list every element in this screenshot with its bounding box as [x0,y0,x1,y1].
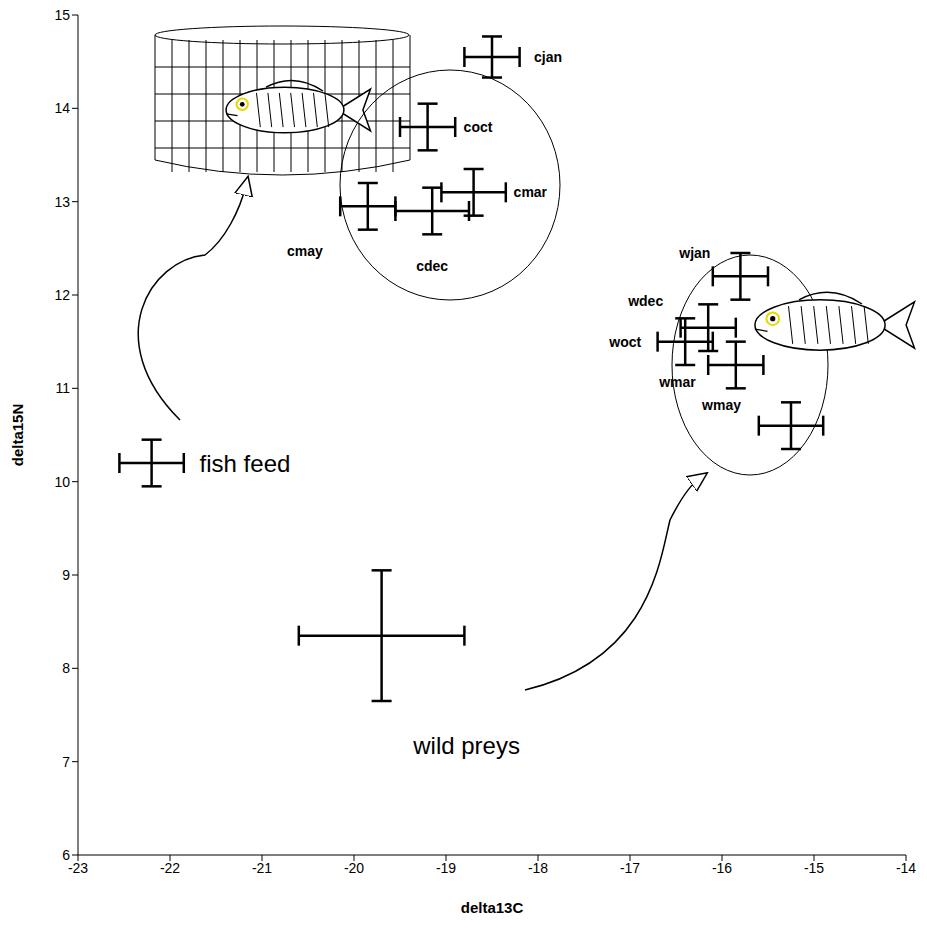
svg-text:-17: -17 [620,860,640,876]
svg-text:8: 8 [62,660,70,676]
svg-text:wmar: wmar [658,374,696,390]
svg-text:6: 6 [62,847,70,863]
svg-text:12: 12 [54,287,70,303]
svg-text:woct: woct [608,334,641,350]
svg-text:wdec: wdec [627,293,663,309]
svg-text:wmay: wmay [701,397,741,413]
svg-text:coct: coct [464,119,493,135]
svg-text:-23: -23 [68,860,88,876]
svg-text:wjan: wjan [678,245,710,261]
svg-text:-22: -22 [160,860,180,876]
svg-text:-14: -14 [896,860,916,876]
svg-text:14: 14 [54,100,70,116]
svg-text:cjan: cjan [534,49,562,65]
svg-text:7: 7 [62,754,70,770]
svg-text:cdec: cdec [416,258,448,274]
svg-text:-16: -16 [712,860,732,876]
svg-text:15: 15 [54,7,70,23]
svg-text:13: 13 [54,194,70,210]
svg-text:-19: -19 [436,860,456,876]
svg-text:-21: -21 [252,860,272,876]
svg-text:9: 9 [62,567,70,583]
svg-text:-18: -18 [528,860,548,876]
svg-text:11: 11 [55,380,70,396]
svg-text:-20: -20 [344,860,364,876]
svg-text:cmay: cmay [287,243,323,259]
svg-text:-15: -15 [804,860,824,876]
svg-text:10: 10 [54,474,70,490]
svg-text:cmar: cmar [514,184,548,200]
svg-text:wild preys: wild preys [412,732,520,759]
svg-text:fish feed: fish feed [200,450,291,477]
svg-text:delta13C: delta13C [461,899,524,916]
svg-text:delta15N: delta15N [9,404,26,467]
